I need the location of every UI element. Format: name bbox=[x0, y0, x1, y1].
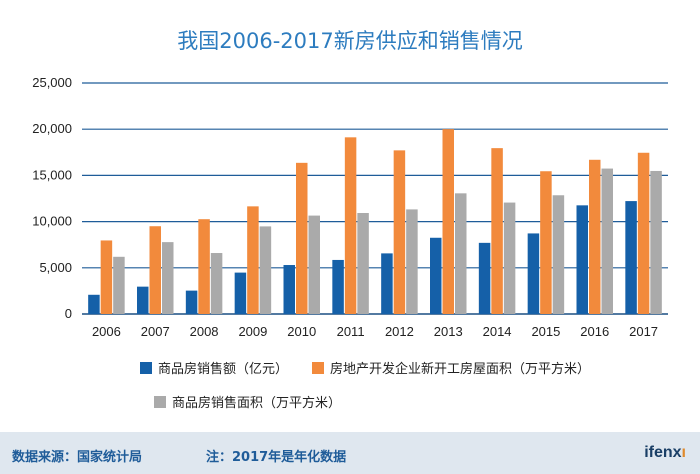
bar-2016-series-0 bbox=[576, 205, 588, 314]
brand-accent: ı bbox=[681, 444, 686, 461]
bar-2009-series-2 bbox=[259, 226, 272, 314]
brand-main: ifenx bbox=[644, 444, 682, 461]
bar-2012-series-1 bbox=[393, 150, 406, 314]
bar-2010-series-0 bbox=[283, 265, 295, 314]
x-tick-label: 2008 bbox=[190, 324, 219, 339]
bar-2011-series-2 bbox=[357, 213, 369, 314]
bar-2007-series-0 bbox=[137, 286, 149, 314]
legend-swatch-0 bbox=[140, 362, 152, 374]
y-tick-label: 20,000 bbox=[32, 121, 72, 136]
bar-2008-series-1 bbox=[198, 219, 210, 314]
bars bbox=[88, 129, 662, 314]
bar-2014-series-2 bbox=[503, 202, 516, 314]
x-tick-label: 2010 bbox=[287, 324, 316, 339]
x-tick-label: 2011 bbox=[337, 324, 365, 339]
brand-logo: ifenxı bbox=[644, 444, 686, 462]
x-tick-label: 2017 bbox=[629, 324, 658, 339]
bar-2007-series-1 bbox=[149, 226, 161, 314]
legend-label-0: 商品房销售额（亿元） bbox=[158, 361, 288, 377]
x-tick-label: 2012 bbox=[385, 324, 414, 339]
y-axis-ticks: 0 5,000 10,000 15,000 20,000 25,000 bbox=[32, 75, 72, 321]
bar-2017-series-2 bbox=[650, 170, 662, 314]
legend-label-1: 房地产开发企业新开工房屋面积（万平方米） bbox=[330, 361, 590, 377]
footer-band bbox=[0, 432, 700, 474]
bar-2015-series-0 bbox=[527, 233, 540, 314]
x-tick-label: 2009 bbox=[238, 324, 267, 339]
bar-2007-series-2 bbox=[162, 242, 174, 314]
y-tick-label: 15,000 bbox=[32, 167, 72, 182]
bar-2015-series-1 bbox=[540, 171, 552, 314]
gridlines bbox=[82, 82, 668, 315]
legend-swatch-1 bbox=[312, 362, 324, 374]
x-tick-label: 2006 bbox=[92, 324, 121, 339]
x-tick-label: 2007 bbox=[141, 324, 170, 339]
x-tick-label: 2013 bbox=[434, 324, 463, 339]
bar-2013-series-1 bbox=[442, 129, 454, 314]
bar-2015-series-2 bbox=[552, 195, 565, 314]
bar-2012-series-2 bbox=[406, 209, 418, 314]
bar-2013-series-2 bbox=[455, 193, 467, 314]
bar-2013-series-0 bbox=[430, 237, 442, 314]
bar-2014-series-0 bbox=[478, 242, 491, 314]
footer-note: 注：2017年是年化数据 bbox=[206, 450, 347, 465]
bar-2016-series-1 bbox=[589, 159, 601, 314]
bar-2017-series-0 bbox=[625, 201, 637, 314]
y-tick-label: 5,000 bbox=[39, 260, 72, 275]
bar-2016-series-2 bbox=[601, 168, 613, 314]
x-tick-label: 2014 bbox=[483, 324, 512, 339]
bar-2014-series-1 bbox=[491, 148, 503, 314]
y-tick-label: 25,000 bbox=[32, 75, 72, 90]
y-tick-label: 0 bbox=[65, 306, 72, 321]
bar-2006-series-0 bbox=[88, 294, 100, 314]
bar-2011-series-1 bbox=[344, 137, 357, 314]
bar-2017-series-1 bbox=[637, 152, 650, 314]
bar-2010-series-2 bbox=[308, 215, 320, 314]
x-tick-label: 2015 bbox=[531, 324, 560, 339]
bar-2006-series-2 bbox=[113, 256, 125, 314]
bar-2009-series-0 bbox=[234, 272, 247, 314]
bar-2011-series-0 bbox=[332, 259, 344, 314]
footer-source: 数据来源：国家统计局 bbox=[12, 450, 143, 465]
bar-2008-series-0 bbox=[185, 290, 198, 314]
bar-2006-series-1 bbox=[100, 240, 113, 314]
bar-2008-series-2 bbox=[210, 253, 223, 314]
legend: 商品房销售额（亿元） 房地产开发企业新开工房屋面积（万平方米） 商品房销售面积（万平… bbox=[140, 361, 590, 411]
bar-2010-series-1 bbox=[296, 162, 308, 314]
legend-swatch-2 bbox=[154, 396, 166, 408]
bar-2012-series-0 bbox=[381, 253, 393, 314]
legend-label-2: 商品房销售面积（万平方米） bbox=[172, 395, 341, 411]
x-tick-label: 2016 bbox=[580, 324, 609, 339]
x-axis-ticks: 2006 2007 2008 2009 2010 2011 2012 2013 2014 2015… bbox=[92, 324, 658, 339]
y-tick-label: 10,000 bbox=[32, 214, 72, 229]
chart-title: 我国2006-2017新房供应和销售情况 bbox=[177, 29, 522, 53]
bar-2009-series-1 bbox=[247, 206, 259, 314]
